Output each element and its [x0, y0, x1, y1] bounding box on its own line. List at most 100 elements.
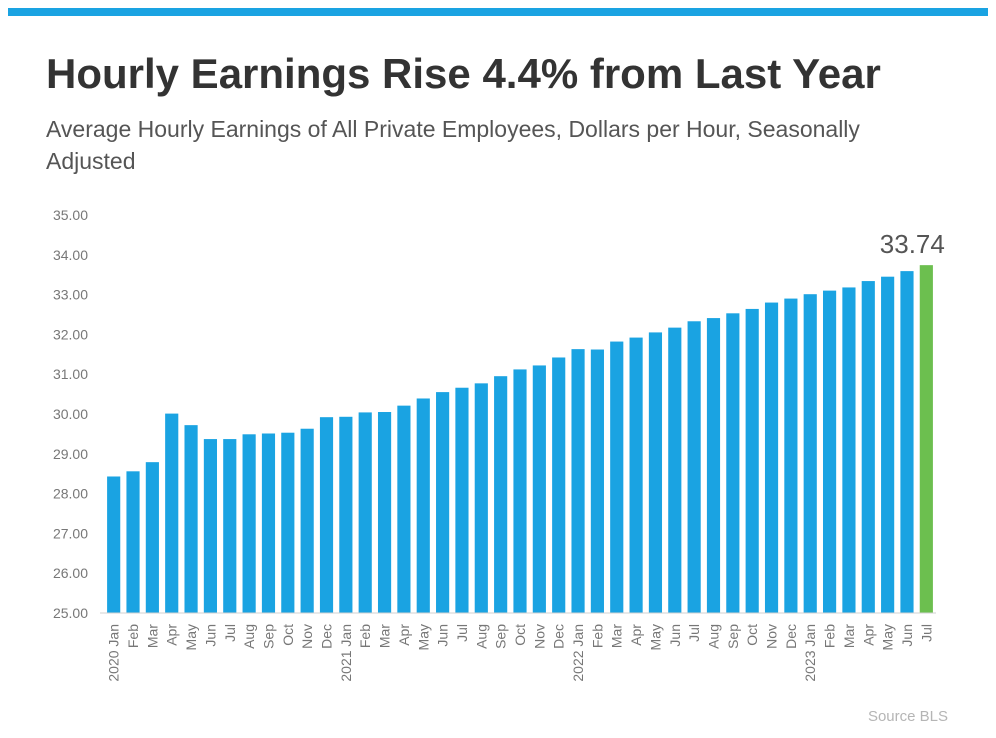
y-tick-label: 34.00 [53, 247, 88, 263]
x-tick-label: Oct [744, 624, 760, 646]
bar [823, 290, 837, 613]
y-tick-label: 26.00 [53, 565, 88, 581]
bar [726, 313, 740, 613]
x-tick-label: Feb [589, 624, 605, 648]
x-tick-label: Jul [918, 624, 934, 642]
bar [107, 476, 121, 613]
bar [397, 405, 411, 613]
bar [358, 412, 372, 613]
x-tick-label: Mar [609, 624, 625, 648]
bar [900, 271, 914, 613]
x-tick-label: Nov [299, 624, 315, 649]
x-tick-label: Nov [764, 624, 780, 649]
x-tick-label: May [183, 624, 199, 650]
bar [474, 383, 488, 613]
x-tick-label: 2021 Jan [338, 624, 354, 682]
y-tick-label: 27.00 [53, 525, 88, 541]
x-tick-label: Apr [396, 624, 412, 646]
x-tick-label: Sep [260, 624, 276, 649]
x-tick-label: Jun [202, 624, 218, 647]
x-tick-label: Sep [725, 624, 741, 649]
bar [339, 416, 353, 613]
bar [184, 425, 198, 613]
x-tick-label: Feb [125, 624, 141, 648]
x-tick-label: 2023 Jan [802, 624, 818, 682]
y-tick-label: 25.00 [53, 605, 88, 621]
bar [223, 439, 237, 613]
bar [165, 413, 179, 613]
x-tick-label: Dec [551, 624, 567, 649]
bar [764, 302, 779, 613]
x-tick-label: Jul [454, 624, 470, 642]
bar [203, 439, 217, 613]
x-tick-label: Mar [144, 624, 160, 648]
chart-subtitle: Average Hourly Earnings of All Private E… [46, 116, 860, 174]
x-tick-label: Aug [705, 624, 721, 649]
bar [494, 376, 508, 613]
bar [242, 434, 256, 613]
x-tick-label: Jun [667, 624, 683, 647]
bar [803, 294, 817, 613]
x-tick-label: Mar [377, 624, 393, 648]
x-tick-label: Jul [686, 624, 702, 642]
bar [552, 357, 566, 613]
x-tick-label: May [647, 624, 663, 650]
y-tick-label: 28.00 [53, 486, 88, 502]
y-tick-label: 35.00 [53, 207, 88, 223]
x-tick-label: Mar [841, 624, 857, 648]
bar [571, 349, 585, 613]
x-tick-label: Dec [319, 624, 335, 649]
bar [455, 387, 469, 613]
bar [513, 369, 527, 613]
x-tick-label: 2022 Jan [570, 624, 586, 682]
x-tick-label: Jun [435, 624, 451, 647]
y-tick-label: 30.00 [53, 406, 88, 422]
x-tick-label: 2020 Jan [106, 624, 122, 682]
bar [532, 365, 546, 613]
x-tick-label: Feb [822, 624, 838, 648]
x-tick-label: Oct [512, 624, 528, 646]
bar [590, 349, 604, 613]
bar [745, 308, 759, 613]
y-tick-label: 31.00 [53, 366, 88, 382]
y-tick-label: 32.00 [53, 326, 88, 342]
chart-title: Hourly Earnings Rise 4.4% from Last Year [46, 50, 881, 97]
bar [706, 318, 721, 613]
x-tick-label: May [415, 624, 431, 650]
data-label: 33.74 [880, 229, 945, 259]
x-tick-label: Feb [357, 624, 373, 648]
bar [784, 298, 798, 613]
x-tick-label: Jun [899, 624, 915, 647]
bar [377, 412, 392, 613]
x-tick-label: Apr [164, 624, 180, 646]
x-tick-label: Apr [860, 624, 876, 646]
top-accent-bar [8, 8, 988, 16]
x-tick-label: Oct [280, 624, 296, 646]
bar [300, 428, 314, 613]
source-note: Source BLS [867, 708, 948, 725]
x-tick-label: Aug [473, 624, 489, 649]
bar [319, 417, 334, 613]
y-tick-label: 33.00 [53, 287, 88, 303]
bar [881, 276, 895, 613]
x-tick-label: Aug [241, 624, 257, 649]
bar [668, 327, 682, 613]
bar [281, 432, 295, 613]
x-tick-label: Sep [493, 624, 509, 649]
y-tick-label: 29.00 [53, 446, 88, 462]
bar [436, 392, 450, 613]
x-tick-label: Dec [783, 624, 799, 649]
bar [145, 462, 159, 613]
bar [842, 287, 856, 613]
bar [648, 332, 663, 613]
bar [126, 471, 140, 613]
x-tick-label: Apr [628, 624, 644, 646]
bar [610, 341, 624, 613]
x-tick-label: Jul [222, 624, 238, 642]
bar [687, 321, 701, 613]
bar [416, 398, 430, 613]
bar [861, 281, 875, 613]
bar-highlight [919, 265, 933, 613]
bar [261, 433, 276, 613]
